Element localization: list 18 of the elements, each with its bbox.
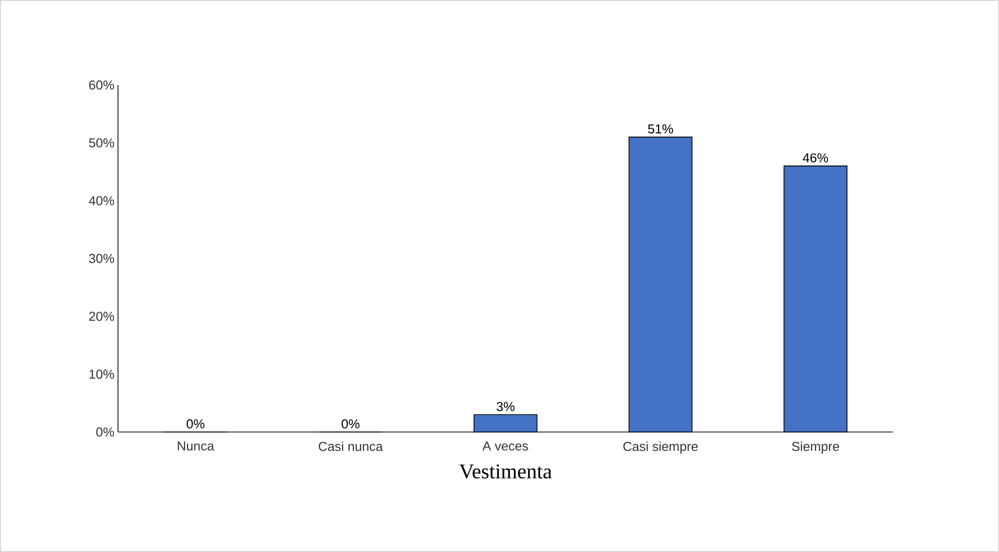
data-label: 46% bbox=[802, 153, 828, 162]
x-tick-label: Casi siempre bbox=[623, 442, 698, 454]
data-label: 51% bbox=[648, 124, 674, 134]
y-tick-label: 40% bbox=[88, 196, 114, 206]
x-axis-title: Vestimenta bbox=[459, 464, 552, 479]
y-tick-label: 30% bbox=[89, 254, 114, 264]
y-tick-label: 0% bbox=[96, 427, 114, 437]
y-tick-label: 10% bbox=[90, 370, 114, 379]
x-tick-label: Casi nunca bbox=[318, 442, 383, 452]
y-tick-label: 20% bbox=[89, 312, 114, 321]
x-tick-label: A veces bbox=[482, 442, 528, 451]
x-tick-label: Nunca bbox=[178, 442, 214, 451]
data-label: 3% bbox=[496, 402, 514, 412]
data-label: 0% bbox=[186, 419, 204, 428]
y-tick-label: 50% bbox=[89, 138, 114, 148]
y-tick-label: 60% bbox=[89, 80, 114, 90]
data-label: 0% bbox=[342, 419, 360, 428]
x-tick-label: Siempre bbox=[792, 442, 840, 454]
